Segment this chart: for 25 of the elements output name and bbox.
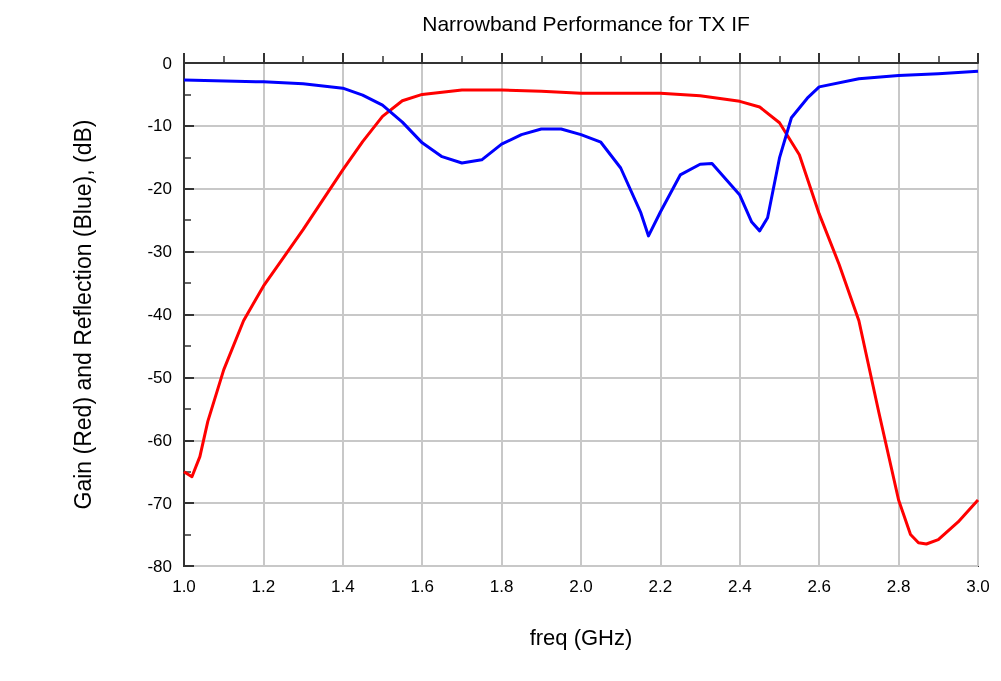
chart-title: Narrowband Performance for TX IF — [422, 12, 750, 35]
line-series — [182, 88, 980, 546]
x-tick-label: 3.0 — [966, 577, 990, 596]
x-tick-label: 2.2 — [648, 577, 673, 596]
y-tick-label: -70 — [147, 493, 172, 513]
y-tick-label: -40 — [147, 305, 172, 324]
y-tick-label: -60 — [147, 430, 172, 450]
line-series — [182, 69, 980, 238]
y-axis-title: Gain (Red) and Reflection (Blue), (dB) — [69, 119, 96, 510]
x-tick-label: 1.0 — [172, 577, 196, 596]
y-tick-label: -50 — [147, 367, 172, 387]
x-tick-label: 2.0 — [569, 577, 593, 596]
x-tick-label: 2.4 — [727, 577, 752, 596]
x-tick-label: 1.8 — [489, 577, 514, 596]
y-tick-label: -20 — [147, 179, 172, 199]
y-tick-label: -30 — [147, 242, 172, 262]
y-tick-label: -10 — [147, 116, 172, 136]
x-axis-title: freq (GHz) — [529, 624, 633, 650]
x-tick-label: 1.6 — [410, 577, 435, 596]
x-tick-label: 2.8 — [886, 577, 911, 596]
x-tick-label: 1.2 — [251, 577, 276, 596]
x-tick-label: 1.4 — [330, 577, 355, 596]
x-tick-label: 2.6 — [807, 577, 832, 596]
y-tick-label: -80 — [147, 556, 172, 576]
y-tick-label: 0 — [162, 53, 172, 73]
